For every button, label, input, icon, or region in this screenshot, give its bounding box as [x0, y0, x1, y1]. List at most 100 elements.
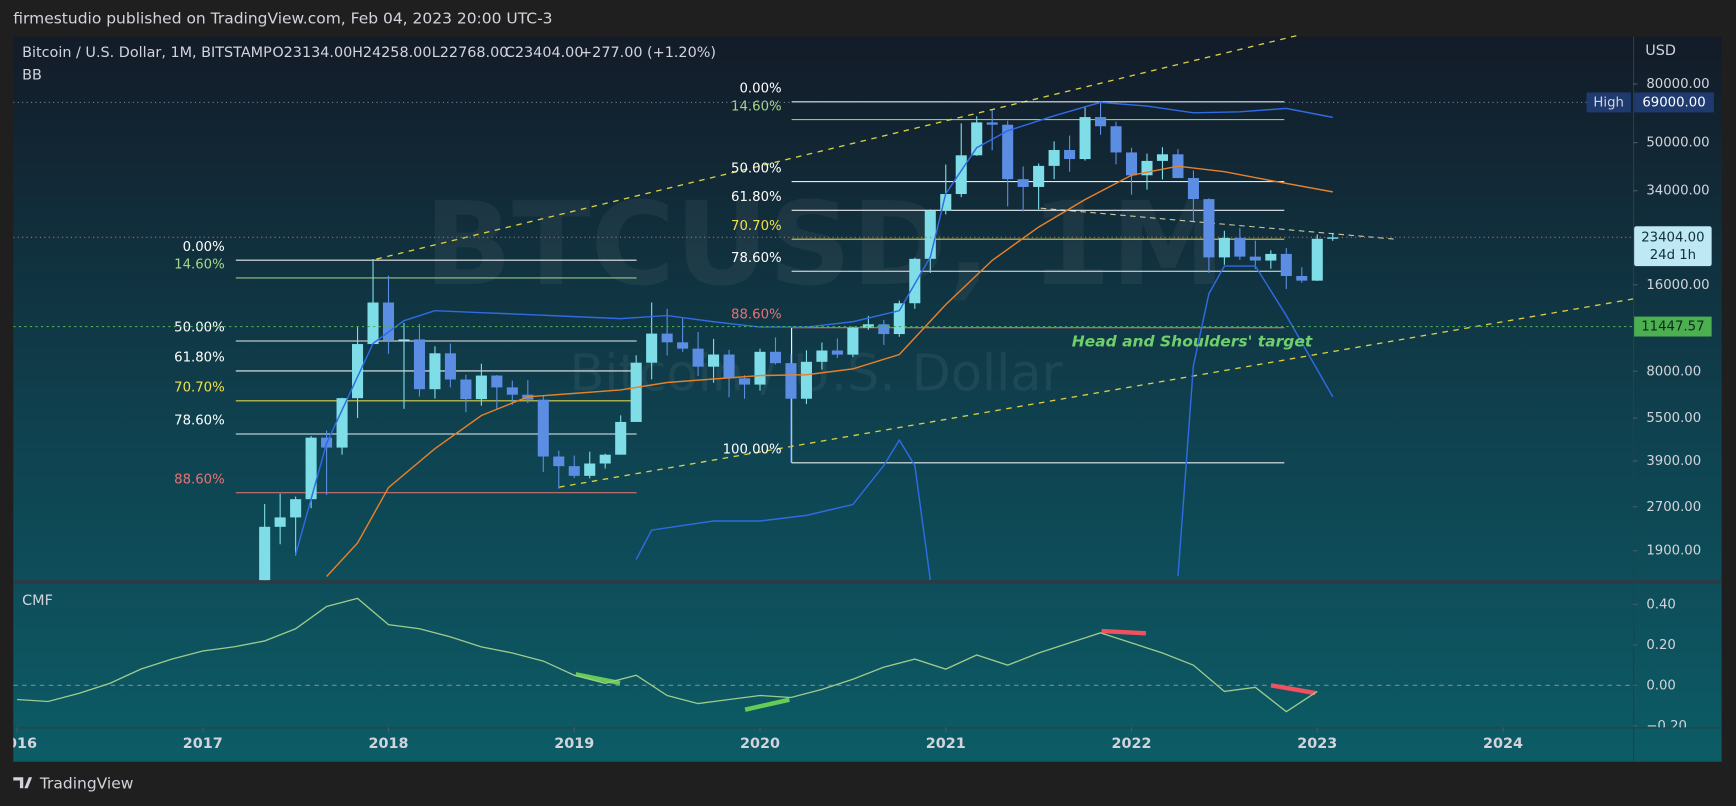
- candle-body: [615, 421, 627, 455]
- y-tick-label: 16000.00: [1646, 278, 1709, 293]
- candle-body: [831, 350, 843, 355]
- divergence-mark: [1101, 628, 1147, 636]
- candle-body: [986, 122, 998, 125]
- candle-body: [862, 324, 874, 328]
- x-tick-label: 2017: [183, 736, 223, 752]
- fib-label: 88.60%: [174, 472, 225, 487]
- x-tick-label: 2018: [368, 736, 408, 752]
- candle-body: [646, 333, 658, 363]
- y-tick-label: 80000.00: [1646, 77, 1709, 92]
- y-tick-label: 3900.00: [1646, 454, 1701, 469]
- fib-label: 61.80%: [731, 190, 782, 205]
- candle-body: [1311, 238, 1323, 281]
- candle-body: [429, 353, 441, 390]
- candle-body: [661, 333, 673, 343]
- candle-body: [259, 526, 271, 581]
- tv-logo: [13, 777, 33, 789]
- candle-body: [955, 155, 967, 195]
- fib-label: 70.70%: [731, 219, 782, 234]
- price-tag: [1634, 226, 1712, 267]
- price-tag-label: 69000.00: [1642, 95, 1705, 110]
- candle-body: [800, 361, 812, 399]
- ohlc-change: +277.00 (+1.20%): [580, 45, 716, 61]
- candle-body: [1141, 160, 1153, 176]
- candle-body: [878, 324, 890, 335]
- candle-body: [584, 463, 596, 476]
- candle-body: [754, 351, 766, 385]
- candle-body: [1048, 149, 1060, 166]
- candle-body: [940, 194, 952, 211]
- candle-body: [413, 339, 425, 390]
- indicator-name: BB: [22, 67, 42, 83]
- candle-body: [692, 348, 704, 367]
- candle-body: [1218, 237, 1230, 258]
- candle-body: [630, 362, 642, 422]
- y-tick-label: 5500.00: [1646, 411, 1701, 426]
- candle-body: [893, 303, 905, 335]
- fib-label: 78.60%: [731, 251, 782, 266]
- candle-body: [785, 363, 797, 399]
- cmf-title: CMF: [22, 593, 53, 609]
- countdown: 24d 1h: [1650, 248, 1696, 263]
- trend-line: [558, 298, 1634, 488]
- x-tick-label: 2022: [1111, 736, 1151, 752]
- candle-body: [1033, 165, 1045, 187]
- candle-body: [444, 353, 456, 380]
- fib-label: 14.60%: [174, 258, 225, 273]
- candle-body: [352, 344, 364, 399]
- divergence-mark: [1270, 683, 1316, 696]
- candle-body: [537, 399, 549, 457]
- candle-body: [1095, 117, 1107, 127]
- tag-name: High: [1593, 95, 1624, 110]
- candle-body: [1327, 237, 1339, 239]
- candle-body: [599, 454, 611, 464]
- axes: 2016 2017 2018 2019 2020 2021 2022 2023 2024 8000…: [0, 77, 1714, 752]
- x-tick-label: 2016: [0, 736, 37, 752]
- ohlc-low: L22768.00: [432, 45, 509, 61]
- y-tick-label: 50000.00: [1646, 136, 1709, 151]
- candle-body: [1017, 179, 1029, 187]
- candle-body: [816, 350, 828, 362]
- fib-label: 61.80%: [174, 351, 225, 366]
- candle-body: [738, 378, 751, 385]
- fib-label: 88.60%: [731, 307, 782, 322]
- candle-body: [847, 327, 859, 355]
- price-tag-label: 23404.00: [1641, 230, 1704, 245]
- brand: TradingView: [39, 774, 134, 792]
- y-tick-label: 0.20: [1646, 638, 1676, 653]
- line: [635, 265, 1334, 581]
- candle-body: [1079, 117, 1091, 160]
- candle-body: [553, 456, 565, 467]
- divergence-mark: [744, 697, 790, 712]
- y-tick-label: 2700.00: [1646, 500, 1701, 515]
- y-tick-label: 1900.00: [1646, 544, 1701, 559]
- fib-label: 14.60%: [731, 99, 782, 114]
- candle-body: [336, 398, 348, 448]
- candle-body: [475, 375, 487, 400]
- candle-body: [708, 354, 720, 367]
- fib-label: 50.00%: [731, 161, 782, 176]
- y-tick-label: 34000.00: [1646, 184, 1709, 199]
- x-tick-label: 2023: [1297, 736, 1337, 752]
- x-tick-label: 2019: [554, 736, 594, 752]
- ohlc-open: O23134.00: [272, 45, 352, 61]
- line: [17, 597, 1318, 713]
- candle-body: [769, 351, 782, 364]
- fib-label: 100.00%: [723, 442, 782, 457]
- price-tag-label: 11447.57: [1641, 320, 1704, 335]
- candle-body: [677, 342, 689, 349]
- candle-body: [506, 387, 518, 395]
- y-tick-label: 0.00: [1646, 678, 1676, 693]
- candle-body: [1156, 154, 1169, 161]
- candle-body: [491, 375, 503, 388]
- candle-body: [382, 302, 395, 341]
- y-tick-label: 8000.00: [1646, 364, 1701, 379]
- y-tick-label: 0.40: [1646, 597, 1676, 612]
- chart-area: [13, 36, 1722, 762]
- candle-body: [1265, 253, 1277, 261]
- fib-label: 0.00%: [739, 82, 781, 97]
- fib-label: 78.60%: [174, 414, 225, 429]
- candle-body: [1002, 124, 1014, 180]
